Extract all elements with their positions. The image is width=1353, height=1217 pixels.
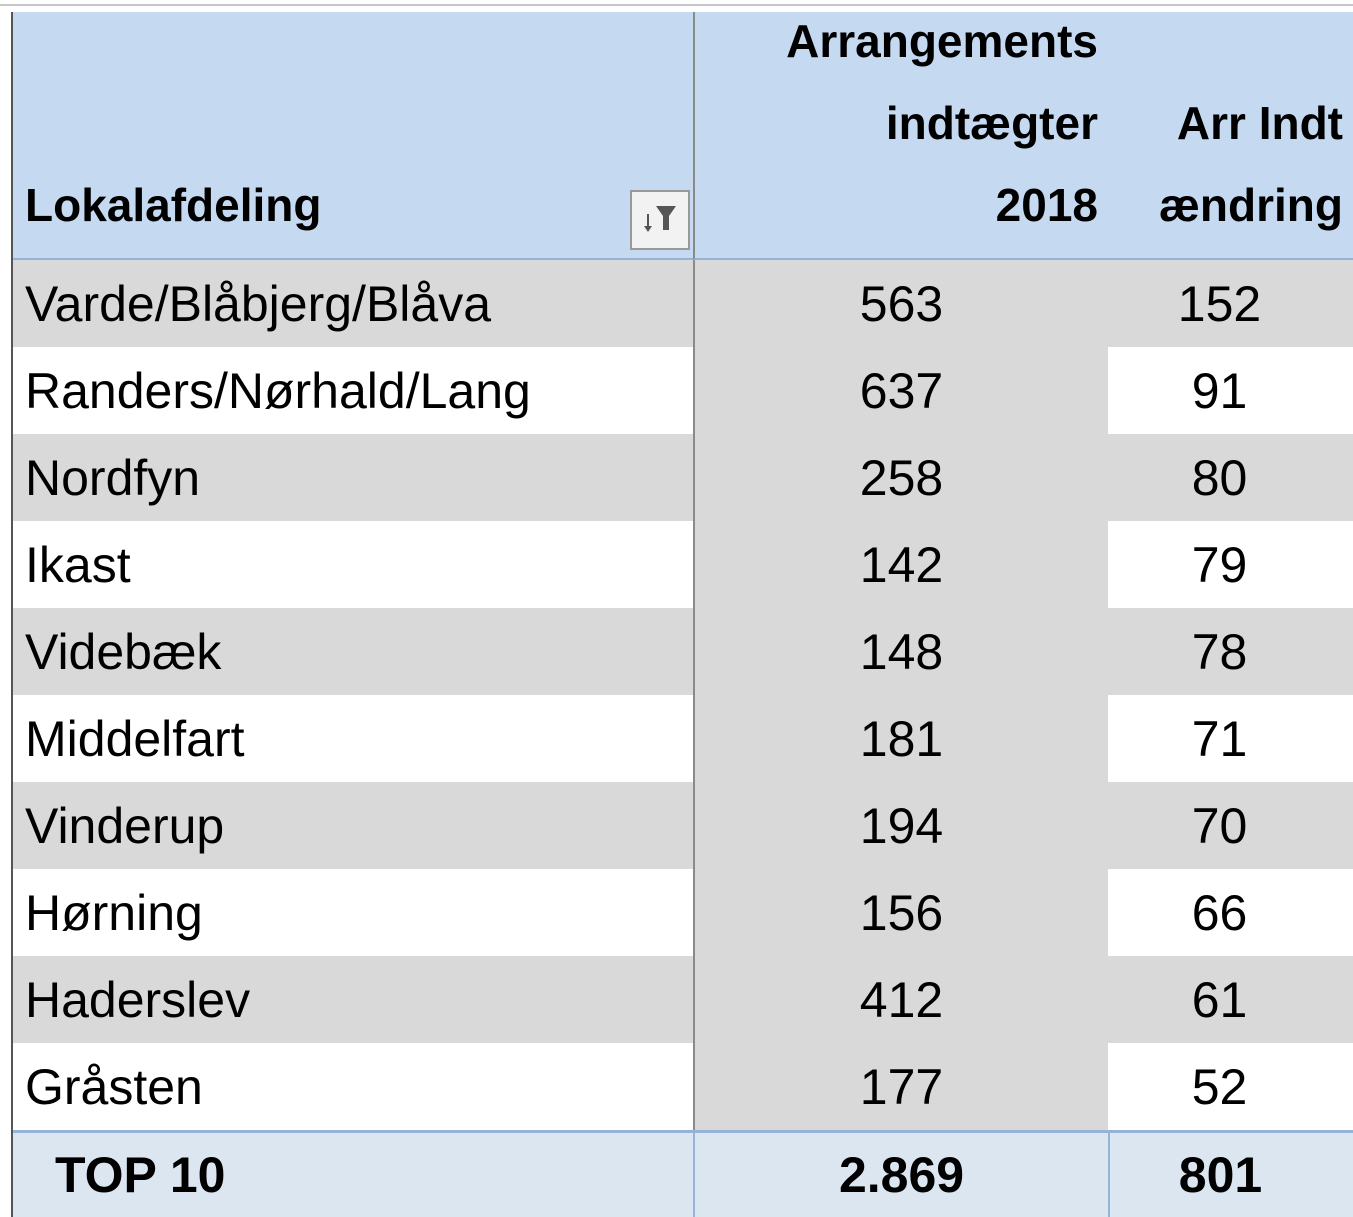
- cell-text: 156: [859, 884, 944, 941]
- table-cell: 71: [1108, 695, 1353, 782]
- header-cell: Arr Indt ændring: [1108, 12, 1353, 260]
- table-cell: 66: [1108, 869, 1353, 956]
- cell-text: Gråsten: [25, 1058, 203, 1115]
- table-cell: 637: [693, 347, 1108, 434]
- cell-text: 152: [1177, 275, 1262, 332]
- table-cell: 156: [693, 869, 1108, 956]
- cell-text: 177: [859, 1058, 944, 1115]
- filter-icon: [644, 206, 676, 232]
- header-text: 2018: [995, 179, 1098, 231]
- table-cell: Videbæk: [13, 608, 693, 695]
- left-rule: [11, 12, 13, 1217]
- table-cell: Nordfyn: [13, 434, 693, 521]
- table-cell: Hørning: [13, 869, 693, 956]
- filter-button[interactable]: [630, 190, 690, 250]
- cell-text: 66: [1191, 884, 1248, 941]
- table-cell: Varde/Blåbjerg/Blåva: [13, 260, 693, 347]
- cell-text: 637: [859, 362, 944, 419]
- footer-cell: 2.869: [693, 1130, 1108, 1217]
- table-cell: 194: [693, 782, 1108, 869]
- table-cell: Middelfart: [13, 695, 693, 782]
- table-cell: Ikast: [13, 521, 693, 608]
- footer-text: 2.869: [838, 1147, 965, 1203]
- table-cell: Gråsten: [13, 1043, 693, 1130]
- cell-text: 52: [1191, 1058, 1248, 1115]
- table-cell: 412: [693, 956, 1108, 1043]
- cell-text: 148: [859, 623, 944, 680]
- table-cell: 142: [693, 521, 1108, 608]
- cell-text: 80: [1191, 449, 1248, 506]
- header-text: Lokalafdeling: [25, 179, 322, 231]
- table-cell: 78: [1108, 608, 1353, 695]
- footer-cell: TOP 10: [13, 1130, 693, 1217]
- cell-text: Vinderup: [25, 797, 225, 854]
- table-cell: 148: [693, 608, 1108, 695]
- cell-text: 194: [859, 797, 944, 854]
- table-cell: 79: [1108, 521, 1353, 608]
- cell-text: 412: [859, 971, 944, 1028]
- header-text: Arrangements: [786, 15, 1098, 67]
- top-rule: [0, 4, 1353, 6]
- footer-cell: 801: [1108, 1130, 1353, 1217]
- table-cell: 258: [693, 434, 1108, 521]
- table-cell: 177: [693, 1043, 1108, 1130]
- table-cell: 563: [693, 260, 1108, 347]
- header-text: indtægter: [885, 97, 1098, 149]
- cell-text: 61: [1191, 971, 1248, 1028]
- table-cell: Vinderup: [13, 782, 693, 869]
- footer-text: 801: [1178, 1147, 1263, 1203]
- table-cell: 52: [1108, 1043, 1353, 1130]
- cell-text: Ikast: [25, 536, 131, 593]
- footer-text: TOP 10: [55, 1147, 226, 1203]
- header-cell: Arrangements indtægter 2018: [693, 12, 1108, 260]
- cell-text: Varde/Blåbjerg/Blåva: [25, 275, 492, 332]
- cell-text: Nordfyn: [25, 449, 201, 506]
- header-cell: Lokalafdeling: [13, 12, 693, 260]
- cell-text: 91: [1191, 362, 1248, 419]
- table-cell: Randers/Nørhald/Lang: [13, 347, 693, 434]
- cell-text: 70: [1191, 797, 1248, 854]
- table-cell: 61: [1108, 956, 1353, 1043]
- cell-text: Videbæk: [25, 623, 222, 680]
- cell-text: Middelfart: [25, 710, 245, 767]
- cell-text: 79: [1191, 536, 1248, 593]
- header-text: Arr Indt: [1176, 97, 1343, 149]
- table-cell: Haderslev: [13, 956, 693, 1043]
- header-text: ændring: [1159, 179, 1343, 231]
- table-cell: 181: [693, 695, 1108, 782]
- cell-text: Hørning: [25, 884, 203, 941]
- table-cell: 80: [1108, 434, 1353, 521]
- table-cell: 152: [1108, 260, 1353, 347]
- cell-text: 71: [1191, 710, 1248, 767]
- cell-text: 142: [859, 536, 944, 593]
- cell-text: 78: [1191, 623, 1248, 680]
- cell-text: 181: [859, 710, 944, 767]
- cell-text: 258: [859, 449, 944, 506]
- cell-text: Haderslev: [25, 971, 251, 1028]
- cell-text: Randers/Nørhald/Lang: [25, 362, 531, 419]
- table-cell: 70: [1108, 782, 1353, 869]
- cell-text: 563: [859, 275, 944, 332]
- table-cell: 91: [1108, 347, 1353, 434]
